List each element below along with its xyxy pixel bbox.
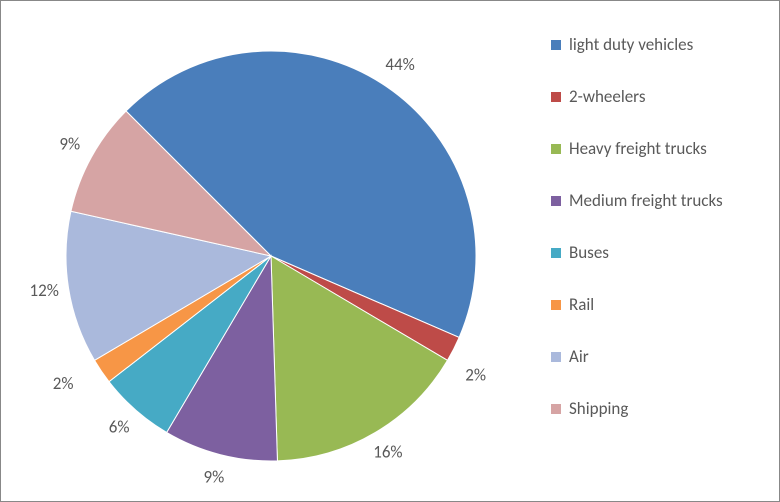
pie-slice-label: 44% <box>385 54 414 75</box>
legend-swatch <box>551 300 561 310</box>
pie-slice-label: 9% <box>204 466 225 487</box>
pie-slice-label: 12% <box>30 280 59 301</box>
pie-svg: 44% 2% 16% 9% 6% 2% 12% 9% <box>11 11 531 501</box>
legend-swatch <box>551 144 561 154</box>
legend-swatch <box>551 352 561 362</box>
legend-swatch <box>551 40 561 50</box>
legend-label: Rail <box>569 296 594 313</box>
legend-swatch <box>551 404 561 414</box>
legend-item: 2-wheelers <box>551 88 723 105</box>
legend-item: Heavy freight trucks <box>551 140 723 157</box>
legend-item: Shipping <box>551 400 723 417</box>
pie-slice-label: 6% <box>109 416 130 437</box>
legend-item: Air <box>551 348 723 365</box>
legend-label: Shipping <box>569 400 628 417</box>
legend-label: Heavy freight trucks <box>569 140 707 157</box>
legend-item: Medium freight trucks <box>551 192 723 209</box>
pie-slice-label: 2% <box>465 364 486 385</box>
legend-swatch <box>551 196 561 206</box>
legend-label: light duty vehicles <box>569 36 693 53</box>
pie-slice-label: 9% <box>59 133 80 154</box>
legend-label: Air <box>569 348 589 365</box>
pie-slice-label: 16% <box>373 442 402 463</box>
legend-label: Medium freight trucks <box>569 192 723 209</box>
legend-swatch <box>551 92 561 102</box>
legend-item: Rail <box>551 296 723 313</box>
pie-plot-area: 44% 2% 16% 9% 6% 2% 12% 9% <box>11 11 531 491</box>
legend-swatch <box>551 248 561 258</box>
legend-label: Buses <box>569 244 609 261</box>
pie-chart-container: 44% 2% 16% 9% 6% 2% 12% 9% light duty vehicles 2… <box>0 0 780 502</box>
pie-slice-label: 2% <box>53 373 74 394</box>
legend: light duty vehicles 2-wheelers Heavy freig… <box>531 11 723 491</box>
legend-item: light duty vehicles <box>551 36 723 53</box>
legend-label: 2-wheelers <box>569 88 645 105</box>
legend-item: Buses <box>551 244 723 261</box>
